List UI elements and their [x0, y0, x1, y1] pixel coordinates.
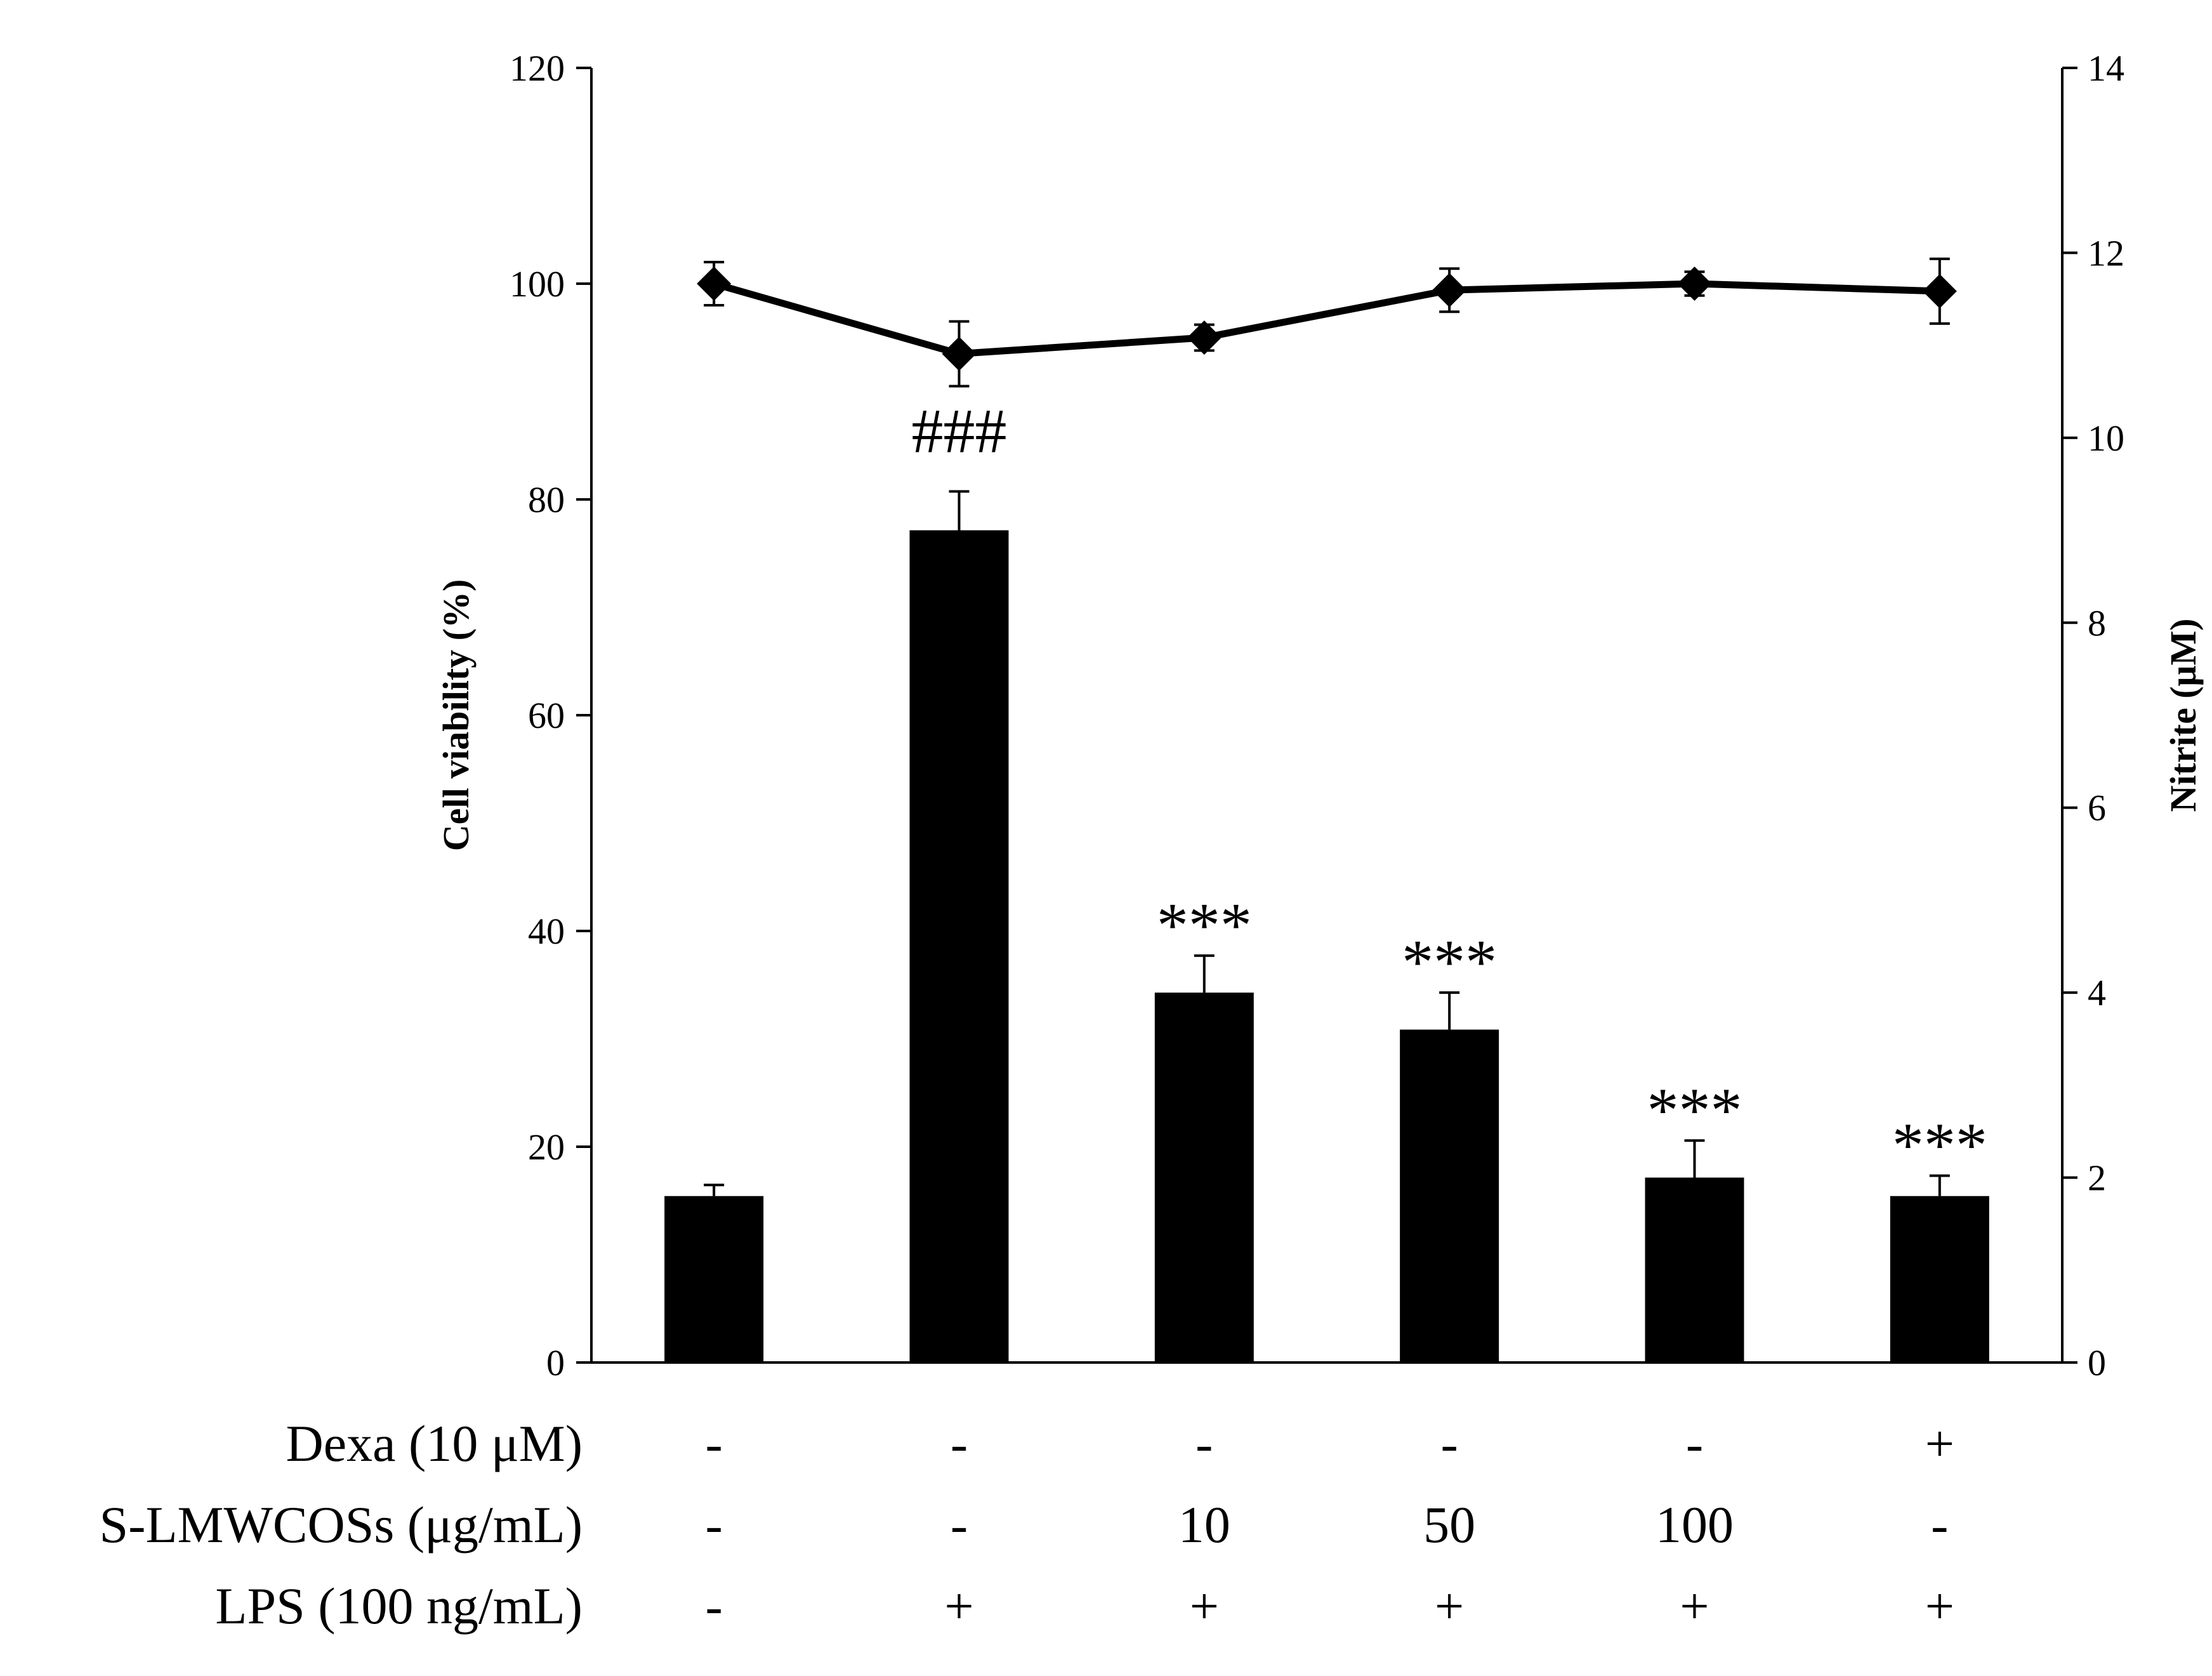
right-tick-label: 6 — [2088, 788, 2106, 829]
left-tick-label: 100 — [510, 263, 565, 305]
right-axis-ticks: 0 2 4 6 8 10 12 14 — [2062, 48, 2124, 1383]
bars — [664, 530, 1989, 1363]
right-tick-label: 10 — [2088, 418, 2124, 459]
treatment-cell: - — [706, 1496, 723, 1554]
treatment-cell: - — [1931, 1496, 1948, 1554]
right-tick-label: 8 — [2088, 602, 2106, 643]
bar — [909, 530, 1009, 1363]
left-axis-ticks: 0 20 40 60 80 100 120 — [510, 48, 591, 1383]
significance-label: *** — [1157, 890, 1252, 960]
treatment-cell: - — [951, 1496, 968, 1554]
viability-line — [713, 280, 1940, 357]
right-axis-title: Nitrite (μM) — [2163, 619, 2204, 812]
viability-point — [1187, 320, 1221, 355]
viability-point — [942, 336, 977, 371]
right-tick-label: 14 — [2088, 48, 2124, 89]
right-tick-label: 4 — [2088, 972, 2106, 1013]
bar — [1400, 1029, 1499, 1363]
treatment-cell: + — [1925, 1415, 1954, 1472]
axes — [590, 68, 2064, 1364]
left-tick-label: 40 — [528, 911, 565, 952]
left-tick-label: 60 — [528, 695, 565, 736]
right-tick-label: 0 — [2088, 1342, 2106, 1383]
treatment-cell: - — [706, 1577, 723, 1635]
treatment-cell: 50 — [1423, 1496, 1475, 1554]
significance-label: *** — [1892, 1110, 1987, 1180]
treatment-cell: 10 — [1178, 1496, 1230, 1554]
treatment-cell: - — [1195, 1415, 1213, 1472]
treatment-cell: + — [1925, 1577, 1954, 1635]
viability-point — [697, 267, 732, 301]
treatment-cell: + — [944, 1577, 973, 1635]
right-tick-label: 12 — [2088, 232, 2124, 274]
viability-point — [1922, 274, 1957, 308]
left-tick-label: 80 — [528, 479, 565, 520]
treatment-table: Dexa (10 μM) S-LMWCOSs (μg/mL) LPS (100 … — [100, 1415, 1954, 1635]
left-tick-label: 120 — [510, 48, 565, 89]
treatment-cell: - — [1686, 1415, 1703, 1472]
bar — [1154, 993, 1254, 1363]
viability-point — [1677, 267, 1712, 301]
row-label-slmwcoss: S-LMWCOSs (μg/mL) — [100, 1496, 583, 1554]
treatment-cell: + — [1680, 1577, 1709, 1635]
treatment-cell: + — [1190, 1577, 1219, 1635]
bar — [1890, 1196, 1989, 1363]
right-tick-label: 2 — [2088, 1158, 2106, 1199]
viability-point — [1432, 273, 1467, 308]
significance-annotations: ### *** *** *** *** — [912, 395, 1987, 1180]
treatment-cell: - — [951, 1415, 968, 1472]
significance-label: ### — [912, 395, 1007, 466]
bar — [1645, 1177, 1744, 1363]
treatment-cell: + — [1435, 1577, 1464, 1635]
viability-line-series — [697, 257, 1957, 388]
treatment-cell: - — [706, 1415, 723, 1472]
left-tick-label: 0 — [546, 1342, 565, 1383]
significance-label: *** — [1647, 1074, 1742, 1145]
treatment-cell: 100 — [1656, 1496, 1734, 1554]
significance-label: *** — [1402, 927, 1497, 997]
row-label-lps: LPS (100 ng/mL) — [215, 1577, 583, 1635]
bar — [664, 1196, 764, 1363]
bar-error-bars — [704, 490, 1950, 1196]
row-label-dexa: Dexa (10 μM) — [286, 1415, 583, 1472]
treatment-cell: - — [1441, 1415, 1458, 1472]
left-tick-label: 20 — [528, 1126, 565, 1168]
left-axis-title: Cell viability (%) — [435, 579, 477, 852]
